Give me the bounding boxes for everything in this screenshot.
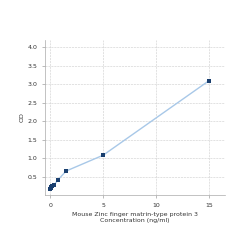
Point	[56, 178, 60, 182]
Point	[64, 169, 68, 173]
Point	[49, 186, 53, 190]
Y-axis label: OD: OD	[20, 112, 25, 122]
Point	[101, 153, 105, 157]
Point	[48, 186, 52, 190]
Point	[207, 78, 211, 82]
Point	[49, 185, 53, 189]
Point	[52, 183, 56, 187]
X-axis label: Mouse Zinc finger matrin-type protein 3
Concentration (ng/ml): Mouse Zinc finger matrin-type protein 3 …	[72, 212, 198, 222]
Point	[50, 184, 54, 188]
